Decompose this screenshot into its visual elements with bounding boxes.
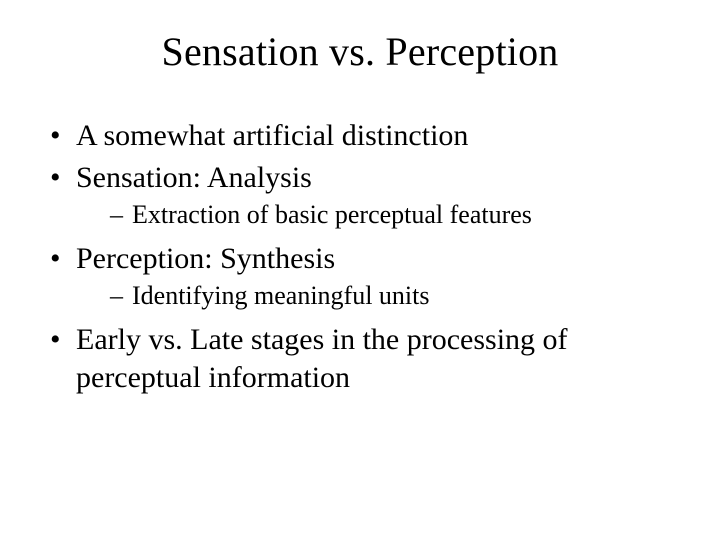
slide-title: Sensation vs. Perception — [50, 28, 670, 75]
sub-bullet-text: Identifying meaningful units — [132, 281, 430, 310]
bullet-text: Sensation: Analysis — [76, 161, 312, 194]
sub-bullet-item: Identifying meaningful units — [110, 279, 670, 313]
sub-bullet-list: Extraction of basic perceptual features — [76, 198, 670, 232]
bullet-item: Early vs. Late stages in the processing … — [50, 321, 670, 396]
sub-bullet-list: Identifying meaningful units — [76, 279, 670, 313]
slide: Sensation vs. Perception A somewhat arti… — [0, 0, 720, 540]
bullet-item: A somewhat artificial distinction — [50, 117, 670, 155]
sub-bullet-item: Extraction of basic perceptual features — [110, 198, 670, 232]
sub-bullet-text: Extraction of basic perceptual features — [132, 200, 532, 229]
bullet-text: Perception: Synthesis — [76, 242, 335, 275]
bullet-item: Perception: Synthesis Identifying meanin… — [50, 240, 670, 313]
bullet-item: Sensation: Analysis Extraction of basic … — [50, 159, 670, 232]
bullet-text: A somewhat artificial distinction — [76, 119, 468, 152]
bullet-list: A somewhat artificial distinction Sensat… — [50, 117, 670, 396]
bullet-text: Early vs. Late stages in the processing … — [76, 323, 568, 394]
